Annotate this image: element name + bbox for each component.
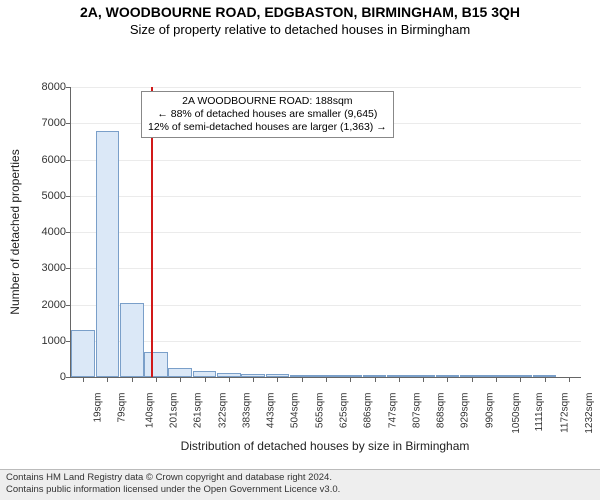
xtick-label: 625sqm (338, 393, 349, 429)
histogram-bar (168, 368, 192, 377)
grid-line (71, 87, 581, 88)
grid-line (71, 305, 581, 306)
ytick-label: 7000 (42, 117, 71, 129)
footer-line2: Contains public information licensed und… (6, 484, 594, 496)
xtick-mark (229, 377, 230, 382)
grid-line (71, 160, 581, 161)
xtick-mark (107, 377, 108, 382)
xtick-mark (205, 377, 206, 382)
footer-line1: Contains HM Land Registry data © Crown c… (6, 472, 594, 484)
xtick-mark (496, 377, 497, 382)
ytick-label: 0 (60, 371, 71, 383)
xtick-label: 322sqm (217, 393, 228, 429)
grid-line (71, 196, 581, 197)
xtick-mark (569, 377, 570, 382)
xtick-mark (375, 377, 376, 382)
xtick-mark (545, 377, 546, 382)
xtick-mark (302, 377, 303, 382)
chart-container: 0 1000 2000 3000 4000 5000 6000 7000 8000 19sqm 79… (0, 39, 600, 469)
xtick-label: 565sqm (314, 393, 325, 429)
xtick-label: 807sqm (411, 393, 422, 429)
xtick-label: 201sqm (168, 393, 179, 429)
ytick-label: 8000 (42, 81, 71, 93)
xtick-label: 747sqm (387, 393, 398, 429)
ytick-label: 4000 (42, 226, 71, 238)
ytick-label: 2000 (42, 299, 71, 311)
xtick-mark (83, 377, 84, 382)
y-axis-label: Number of detached properties (8, 149, 22, 314)
xtick-mark (447, 377, 448, 382)
page-title-line1: 2A, WOODBOURNE ROAD, EDGBASTON, BIRMINGH… (0, 4, 600, 20)
annotation-line: ← 88% of detached houses are smaller (9,… (148, 108, 387, 121)
xtick-mark (180, 377, 181, 382)
xtick-label: 1232sqm (584, 393, 595, 434)
footer: Contains HM Land Registry data © Crown c… (0, 469, 600, 500)
xtick-label: 1172sqm (559, 393, 570, 433)
xtick-label: 443sqm (265, 393, 276, 429)
x-axis-label: Distribution of detached houses by size … (70, 439, 580, 453)
grid-line (71, 232, 581, 233)
xtick-label: 261sqm (193, 393, 204, 429)
histogram-bar (120, 303, 144, 377)
xtick-mark (423, 377, 424, 382)
xtick-label: 929sqm (460, 393, 471, 429)
xtick-mark (350, 377, 351, 382)
ytick-label: 6000 (42, 154, 71, 166)
page-title-line2: Size of property relative to detached ho… (0, 22, 600, 37)
xtick-label: 383sqm (241, 393, 252, 429)
ytick-label: 5000 (42, 190, 71, 202)
xtick-label: 140sqm (144, 393, 155, 429)
xtick-mark (520, 377, 521, 382)
xtick-label: 504sqm (290, 393, 301, 429)
plot-area: 01000200030004000500060007000800019sqm79… (70, 87, 581, 378)
xtick-mark (399, 377, 400, 382)
xtick-label: 868sqm (435, 393, 446, 429)
xtick-mark (472, 377, 473, 382)
xtick-mark (156, 377, 157, 382)
xtick-label: 19sqm (93, 393, 104, 423)
xtick-label: 1050sqm (511, 393, 522, 434)
ytick-label: 3000 (42, 262, 71, 274)
histogram-bar (144, 352, 168, 377)
annotation-line: 12% of semi-detached houses are larger (… (148, 121, 387, 134)
annotation-line: 2A WOODBOURNE ROAD: 188sqm (148, 95, 387, 108)
xtick-mark (277, 377, 278, 382)
xtick-mark (326, 377, 327, 382)
xtick-label: 990sqm (484, 393, 495, 429)
xtick-label: 686sqm (363, 393, 374, 429)
xtick-mark (253, 377, 254, 382)
histogram-bar (96, 131, 120, 378)
annotation-box: 2A WOODBOURNE ROAD: 188sqm← 88% of detac… (141, 91, 394, 138)
xtick-mark (132, 377, 133, 382)
ytick-label: 1000 (42, 335, 71, 347)
xtick-label: 1111sqm (534, 393, 545, 432)
xtick-label: 79sqm (117, 393, 128, 423)
grid-line (71, 341, 581, 342)
histogram-bar (71, 330, 95, 377)
grid-line (71, 268, 581, 269)
